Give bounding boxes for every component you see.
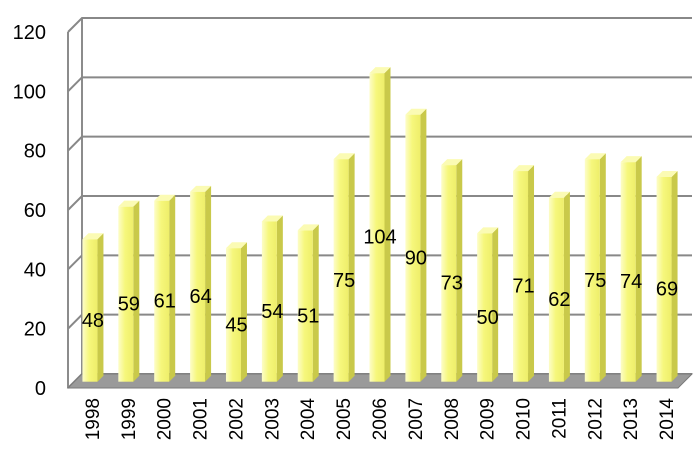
x-tick-label-1999: 1999 xyxy=(119,398,140,440)
y-tick-label-2: 40 xyxy=(24,259,46,281)
data-label-2008: 73 xyxy=(441,273,463,295)
data-label-1999: 59 xyxy=(118,293,140,315)
data-label-2003: 54 xyxy=(261,301,283,323)
data-label-2010: 71 xyxy=(512,276,534,298)
bar-2013 xyxy=(620,156,642,382)
bar-1999 xyxy=(118,200,140,382)
gridline-4 xyxy=(67,135,692,152)
bar-2010 xyxy=(513,165,535,382)
x-tick-label-2007: 2007 xyxy=(406,398,427,440)
data-label-2012: 75 xyxy=(584,270,606,292)
x-tick-label-2013: 2013 xyxy=(621,398,642,440)
bars xyxy=(82,67,678,382)
bar-2007 xyxy=(405,108,427,382)
y-axis: 0 20 40 60 80 100 120 xyxy=(13,22,46,400)
data-label-2007: 90 xyxy=(405,248,427,270)
data-label-2000: 61 xyxy=(154,291,176,313)
x-tick-label-2002: 2002 xyxy=(226,398,247,440)
gridline-5 xyxy=(67,76,692,93)
y-tick-label-5: 100 xyxy=(13,81,46,103)
bar-2000 xyxy=(154,194,176,382)
data-label-2014: 69 xyxy=(656,279,678,301)
x-tick-label-2012: 2012 xyxy=(585,398,606,440)
x-tick-label-2005: 2005 xyxy=(334,398,355,440)
x-tick-label-2009: 2009 xyxy=(478,398,499,440)
x-tick-label-2008: 2008 xyxy=(442,398,463,440)
y-tick-label-3: 60 xyxy=(24,200,46,222)
x-tick-label-2006: 2006 xyxy=(370,398,391,440)
x-tick-label-1998: 1998 xyxy=(83,398,104,440)
data-label-2013: 74 xyxy=(620,271,642,293)
bar-2002 xyxy=(225,242,247,382)
bar-2011 xyxy=(548,191,570,382)
x-tick-label-2000: 2000 xyxy=(155,398,176,440)
y-tick-label-1: 20 xyxy=(24,319,46,341)
y-tick-label-4: 80 xyxy=(24,141,46,163)
x-tick-label-2014: 2014 xyxy=(657,398,678,441)
x-axis: 1998 1999 2000 2001 2002 2003 2004 2005 2006 2007… xyxy=(83,398,678,441)
bar-2014 xyxy=(656,171,678,382)
data-label-2006: 104 xyxy=(363,227,396,249)
y-tick-label-0: 0 xyxy=(35,378,46,400)
x-tick-label-2011: 2011 xyxy=(549,398,570,439)
bar-2005 xyxy=(333,153,355,382)
data-label-2004: 51 xyxy=(297,305,319,327)
bar-2009 xyxy=(477,227,499,382)
gridline-3 xyxy=(67,195,692,211)
bar-1998 xyxy=(82,233,104,382)
data-label-1998: 48 xyxy=(82,310,104,332)
y-tick-label-6: 120 xyxy=(13,22,46,44)
data-label-2011: 62 xyxy=(548,289,570,311)
bar-2001 xyxy=(190,185,212,382)
x-tick-label-2004: 2004 xyxy=(298,398,319,441)
bar-2003 xyxy=(261,215,283,382)
data-labels: 48 59 61 64 45 54 51 75 104 90 73 50 71 62 75 74 69 xyxy=(82,227,678,337)
bar-2004 xyxy=(297,224,319,382)
data-label-2002: 45 xyxy=(225,314,247,336)
data-label-2005: 75 xyxy=(333,270,355,292)
gridline-6 xyxy=(67,17,692,33)
bar-2008 xyxy=(441,159,463,382)
data-label-2009: 50 xyxy=(477,307,499,329)
x-tick-label-2010: 2010 xyxy=(514,398,535,440)
data-label-2001: 64 xyxy=(189,286,211,308)
x-tick-label-2001: 2001 xyxy=(191,398,212,440)
bar-2006 xyxy=(369,67,391,382)
bar-2012 xyxy=(584,153,606,382)
x-tick-label-2003: 2003 xyxy=(262,398,283,440)
